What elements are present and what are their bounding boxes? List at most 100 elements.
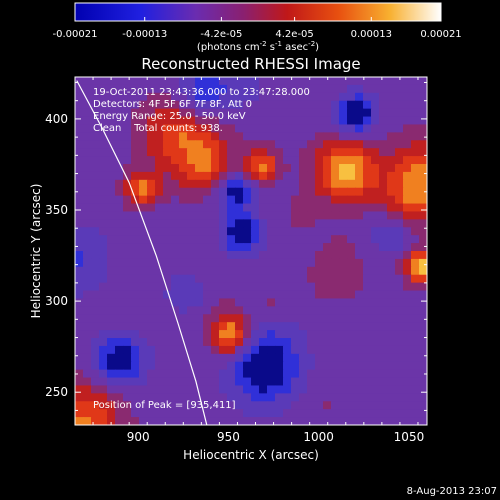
heatmap-cell — [195, 338, 204, 347]
heatmap-cell — [131, 401, 140, 410]
heatmap-cell — [403, 282, 412, 292]
heatmap-cell — [163, 274, 172, 284]
heatmap-cell — [363, 84, 372, 94]
heatmap-cell — [203, 306, 212, 315]
heatmap-cell — [107, 385, 116, 394]
heatmap-cell — [307, 219, 316, 228]
heatmap-cell — [379, 385, 388, 394]
heatmap-cell — [235, 77, 244, 86]
heatmap-cell — [163, 251, 172, 260]
heatmap-cell — [347, 100, 356, 110]
heatmap-cell — [219, 124, 228, 133]
heatmap-cell — [163, 385, 172, 394]
heatmap-cell — [403, 211, 412, 220]
heatmap-cell — [299, 377, 308, 387]
heatmap-cell — [243, 219, 252, 228]
y-tick-label: 400 — [45, 112, 68, 126]
heatmap-cell — [107, 92, 116, 102]
heatmap-cell — [411, 243, 420, 252]
heatmap-cell — [315, 211, 324, 220]
heatmap-cell — [363, 290, 372, 300]
heatmap-cell — [283, 124, 292, 133]
heatmap-cell — [395, 124, 404, 133]
heatmap-cell — [355, 219, 364, 228]
heatmap-cell — [339, 353, 348, 363]
heatmap-cell — [267, 385, 276, 394]
heatmap-cell — [139, 266, 148, 276]
heatmap-cell — [331, 108, 340, 118]
heatmap-cell — [371, 353, 380, 363]
heatmap-cell — [307, 258, 316, 268]
heatmap-cell — [171, 258, 180, 268]
heatmap-cell — [283, 345, 292, 355]
heatmap-cell — [163, 314, 172, 323]
heatmap-cell — [163, 345, 172, 355]
heatmap-cell — [283, 243, 292, 252]
heatmap-cell — [243, 385, 252, 394]
heatmap-cell — [299, 266, 308, 276]
heatmap-cell — [339, 258, 348, 268]
heatmap-cell — [75, 140, 84, 149]
heatmap-cell — [307, 417, 316, 425]
heatmap-cell — [155, 235, 164, 244]
y-tick-label: 350 — [45, 203, 68, 217]
heatmap-cell — [299, 314, 308, 323]
heatmap-cell — [235, 282, 244, 292]
heatmap-cell — [395, 290, 404, 300]
heatmap-cell — [91, 417, 100, 425]
heatmap-cell — [107, 274, 116, 284]
heatmap-cell — [411, 251, 420, 260]
heatmap-cell — [355, 108, 364, 118]
heatmap-cell — [419, 393, 427, 402]
heatmap-cell — [411, 345, 420, 355]
heatmap-cell — [395, 148, 404, 157]
colorbar-tick-label: 0.00021 — [420, 29, 461, 40]
heatmap-cell — [379, 148, 388, 157]
heatmap-cell — [211, 84, 220, 94]
heatmap-cell — [323, 385, 332, 394]
heatmap-cell — [171, 385, 180, 394]
heatmap-cell — [291, 235, 300, 244]
heatmap-cell — [187, 84, 196, 94]
heatmap-cell — [291, 132, 300, 141]
heatmap-cell — [315, 100, 324, 110]
heatmap-cell — [323, 116, 332, 126]
heatmap-cell — [195, 393, 204, 402]
heatmap-cell — [299, 345, 308, 355]
heatmap-cell — [219, 409, 228, 418]
heatmap-cell — [403, 92, 412, 102]
heatmap-cell — [283, 369, 292, 379]
heatmap-cell — [211, 361, 220, 371]
heatmap-cell — [123, 84, 132, 94]
heatmap-cell — [283, 393, 292, 402]
heatmap-cell — [227, 258, 236, 268]
heatmap-cell — [115, 314, 124, 323]
heatmap-cell — [179, 92, 188, 102]
heatmap-cell — [75, 338, 84, 347]
heatmap-cell — [179, 171, 188, 181]
heatmap-cell — [411, 171, 420, 181]
heatmap-cell — [171, 282, 180, 292]
heatmap-cell — [139, 282, 148, 292]
heatmap-cell — [163, 393, 172, 402]
heatmap-cell — [75, 124, 84, 133]
heatmap-cell — [323, 274, 332, 284]
heatmap-cell — [307, 203, 316, 213]
y-tick-label: 300 — [45, 294, 68, 308]
heatmap-cell — [147, 108, 156, 118]
heatmap-cell — [299, 100, 308, 110]
heatmap-cell — [163, 171, 172, 181]
heatmap-cell — [179, 361, 188, 371]
heatmap-cell — [411, 100, 420, 110]
heatmap-cell — [291, 100, 300, 110]
heatmap-cell — [155, 282, 164, 292]
heatmap-cell — [323, 187, 332, 197]
heatmap-cell — [115, 164, 124, 173]
heatmap-cell — [291, 377, 300, 387]
heatmap-cell — [219, 322, 228, 331]
heatmap-cell — [419, 219, 427, 228]
heatmap-cell — [419, 84, 427, 94]
heatmap-cell — [115, 124, 124, 133]
heatmap-cell — [347, 401, 356, 410]
heatmap-cell — [331, 393, 340, 402]
